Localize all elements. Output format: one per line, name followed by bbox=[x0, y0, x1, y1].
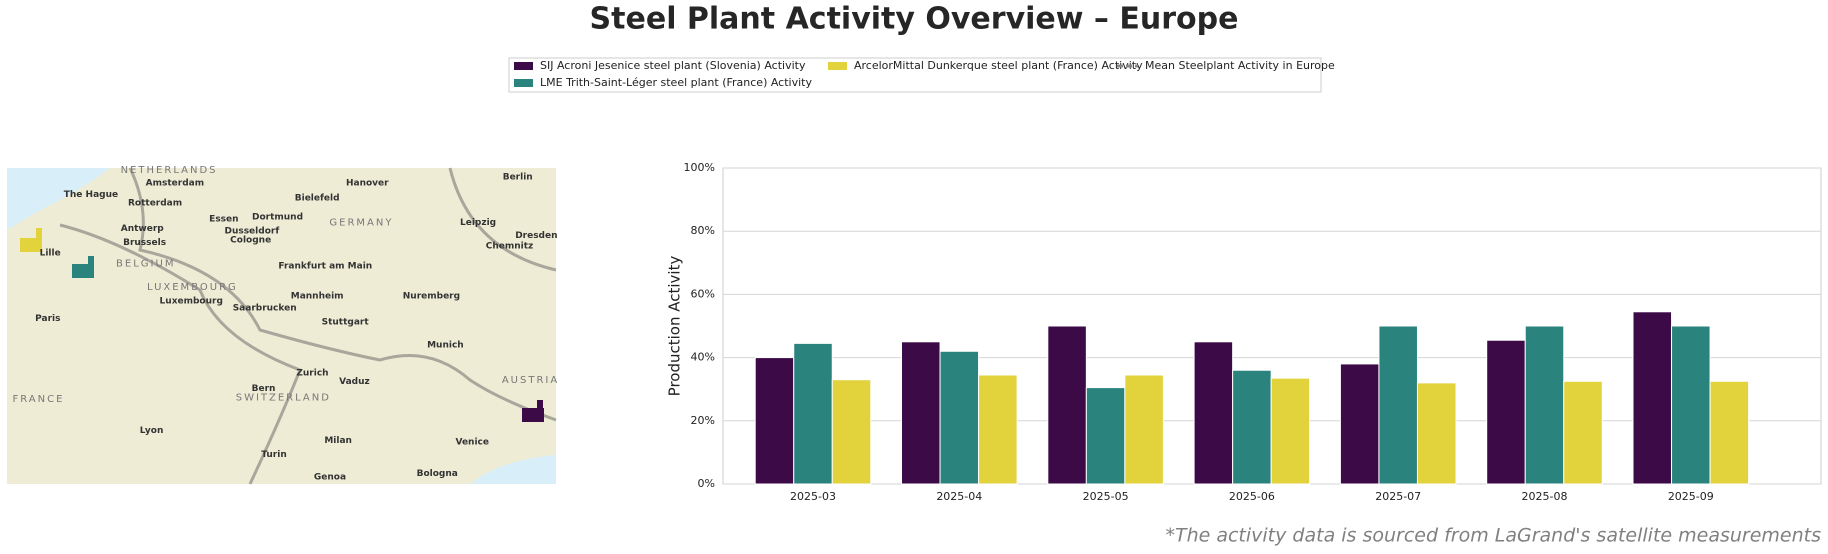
map-label: Amsterdam bbox=[146, 179, 204, 189]
legend-swatch bbox=[514, 62, 533, 70]
bar bbox=[1416, 382, 1457, 485]
map-label: Dortmund bbox=[252, 212, 303, 222]
y-tick-label: 0% bbox=[698, 477, 715, 490]
map-label: The Hague bbox=[64, 190, 118, 200]
chart-title: Steel Plant Activity Overview – Europe bbox=[590, 2, 1239, 37]
legend-swatch bbox=[828, 62, 847, 70]
map-label: Bern bbox=[252, 384, 276, 394]
map-label: Antwerp bbox=[121, 224, 165, 234]
bar bbox=[1486, 339, 1526, 485]
map-sea bbox=[7, 168, 110, 230]
bar bbox=[978, 374, 1018, 485]
x-tick-label: 2025-03 bbox=[790, 490, 836, 503]
map-label: Berlin bbox=[503, 173, 533, 183]
map-label: Dusseldorf bbox=[224, 226, 279, 236]
y-tick-label: 80% bbox=[691, 224, 715, 237]
y-tick-label: 20% bbox=[691, 414, 715, 427]
map-label: Hanover bbox=[346, 179, 389, 189]
map-label: Genoa bbox=[314, 472, 346, 482]
map-label: Saarbrucken bbox=[233, 303, 297, 313]
map-label: NETHERLANDS bbox=[121, 165, 218, 176]
bar bbox=[1563, 380, 1603, 485]
bar bbox=[901, 341, 941, 485]
y-axis-label: Production Activity bbox=[666, 256, 684, 397]
map-border bbox=[448, 167, 557, 272]
legend-swatch bbox=[514, 79, 533, 87]
x-tick-label: 2025-04 bbox=[936, 490, 982, 503]
x-tick-label: 2025-06 bbox=[1229, 490, 1275, 503]
map-label: Leipzig bbox=[460, 218, 496, 228]
bar bbox=[831, 379, 872, 485]
x-tick-label: 2025-05 bbox=[1083, 490, 1129, 503]
x-tick-label: 2025-09 bbox=[1668, 490, 1714, 503]
map-label: FRANCE bbox=[13, 394, 65, 405]
legend-label: LME Trith-Saint-Léger steel plant (Franc… bbox=[540, 76, 812, 89]
bar bbox=[1632, 311, 1673, 485]
bar bbox=[1524, 325, 1565, 485]
map-label: Vaduz bbox=[339, 377, 370, 387]
bar bbox=[1085, 387, 1126, 485]
map-label: Lille bbox=[40, 249, 61, 259]
bar bbox=[1378, 325, 1418, 485]
map-label: Bielefeld bbox=[295, 194, 340, 204]
plant-icon bbox=[20, 228, 544, 422]
bar bbox=[1709, 380, 1750, 485]
bar bbox=[1671, 325, 1711, 485]
legend-label: ArcelorMittal Dunkerque steel plant (Fra… bbox=[854, 59, 1143, 72]
footnote: *The activity data is sourced from LaGra… bbox=[1165, 525, 1821, 547]
bar bbox=[1339, 363, 1380, 485]
map-border bbox=[59, 223, 302, 485]
bar bbox=[754, 357, 795, 485]
map-label: Chemnitz bbox=[486, 242, 534, 252]
x-tick-label: 2025-07 bbox=[1375, 490, 1421, 503]
legend-label: SIJ Acroni Jesenice steel plant (Sloveni… bbox=[540, 59, 806, 72]
map-label: BELGIUM bbox=[116, 259, 175, 270]
y-tick-label: 40% bbox=[691, 351, 715, 364]
map-label: Cologne bbox=[230, 236, 271, 246]
x-tick-label: 2025-08 bbox=[1522, 490, 1568, 503]
map-label: Zurich bbox=[296, 369, 328, 379]
legend-box bbox=[508, 57, 1322, 93]
map-label: LUXEMBOURG bbox=[147, 282, 238, 293]
map-label: Essen bbox=[209, 215, 238, 225]
map-label: Nuremberg bbox=[403, 292, 460, 302]
legend-label: Mean Steelplant Activity in Europe bbox=[1145, 59, 1335, 72]
map-label: Paris bbox=[35, 314, 60, 324]
map-label: Bologna bbox=[417, 469, 458, 479]
map-label: SWITZERLAND bbox=[236, 393, 331, 404]
bar bbox=[1232, 369, 1272, 485]
map-label: Milan bbox=[324, 436, 352, 446]
map-label: Lyon bbox=[140, 426, 164, 436]
map-label: Luxembourg bbox=[160, 296, 223, 306]
map bbox=[7, 168, 556, 484]
map-label: Turin bbox=[261, 450, 287, 460]
bar bbox=[793, 342, 833, 485]
bar bbox=[939, 350, 980, 485]
map-label: Stuttgart bbox=[322, 317, 370, 327]
y-tick-label: 100% bbox=[684, 161, 715, 174]
map-label: Venice bbox=[455, 437, 489, 447]
map-label: Mannheim bbox=[291, 292, 344, 302]
map-label: GERMANY bbox=[329, 218, 393, 229]
bar bbox=[1270, 377, 1311, 485]
map-border bbox=[128, 167, 557, 422]
map-sea bbox=[470, 455, 556, 484]
map-label: Brussels bbox=[123, 238, 166, 248]
bar bbox=[1124, 374, 1164, 485]
map-label: Rotterdam bbox=[128, 198, 182, 208]
y-tick-label: 60% bbox=[691, 287, 715, 300]
map-label: Munich bbox=[427, 341, 464, 351]
map-label: Dresden bbox=[515, 231, 557, 241]
map-label: Frankfurt am Main bbox=[278, 261, 372, 271]
bar bbox=[1047, 325, 1087, 485]
map-label: AUSTRIA bbox=[502, 375, 559, 386]
bar bbox=[1193, 341, 1234, 485]
